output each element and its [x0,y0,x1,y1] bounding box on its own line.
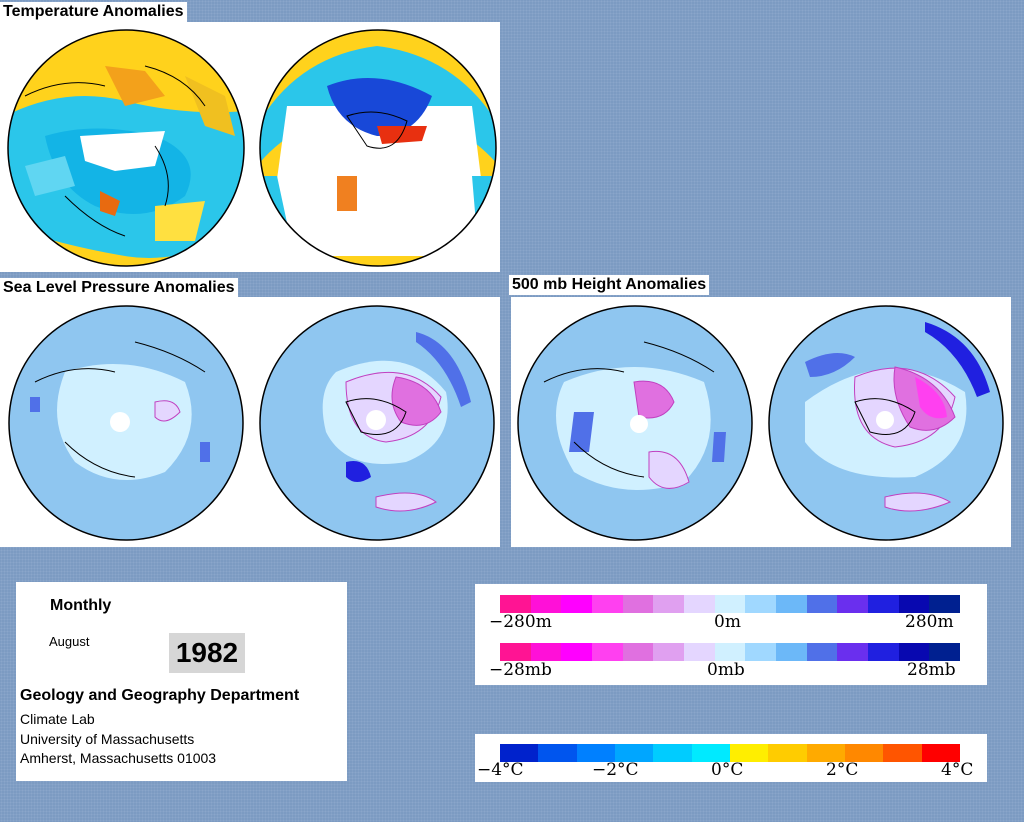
height-scale-swatch [530,595,562,613]
slp-title: Sea Level Pressure Anomalies [0,278,238,298]
height-scale-swatch [837,595,869,613]
address-label: Amherst, Massachusetts 01003 [20,750,217,766]
period-label: Monthly [50,597,112,614]
height-tick-left: −280m [489,612,552,632]
height-scale-swatch [745,595,777,613]
temperature-scale-swatch [883,744,922,762]
temperature-scale-swatch [768,744,807,762]
height-scale-swatch [714,595,746,613]
temperature-scale-swatch [614,744,654,762]
temperature-scale-swatch [500,744,539,762]
temperature-scale-swatch [691,744,730,762]
pressure-scale-swatch [776,643,807,661]
height-scale-swatch [500,595,531,613]
height-scale-swatch [898,595,930,613]
pressure-scale-swatch [500,643,531,661]
temperature-globe-south [259,29,497,267]
info-box: Monthly August 1982 Geology and Geograph… [16,582,347,781]
slp-globe-north [8,305,244,541]
department-label: Geology and Geography Department [20,687,300,704]
temperature-scale-swatch [538,744,577,762]
year-label: 1982 [169,633,245,673]
height-globe-north [517,305,753,541]
pressure-scale-swatch [929,643,961,661]
pressure-scale-swatch [653,643,685,661]
height-scale-swatch [622,595,654,613]
pressure-scale-swatch [561,643,593,661]
height-scale-swatch [592,595,623,613]
temperature-scale-swatch [729,744,769,762]
height-scale-swatch [806,595,838,613]
temperature-tick-4: 4°C [941,760,974,780]
temperature-tick-0: −4°C [477,760,524,780]
temperature-scale-swatch [576,744,615,762]
pressure-scale-swatch [530,643,562,661]
month-label: August [49,634,90,649]
height-scale-swatch [653,595,685,613]
height-scale-swatch [868,595,899,613]
pressure-tick-right: 28mb [907,660,956,680]
slp-globe-south [259,305,495,541]
height-title: 500 mb Height Anomalies [509,275,710,295]
pressure-tick-center: 0mb [707,660,745,680]
pressure-scale-swatch [837,643,869,661]
pressure-scale-swatch [684,643,715,661]
temperature-tick-3: 2°C [826,760,859,780]
pressure-scale-swatch [898,643,930,661]
pressure-color-scale [500,643,961,661]
temperature-tick-2: 0°C [711,760,744,780]
pressure-scale-swatch [806,643,838,661]
height-tick-right: 280m [905,612,954,632]
temperature-scale-swatch [653,744,692,762]
height-scale-swatch [776,595,807,613]
height-scale-swatch [929,595,961,613]
height-globe-south [768,305,1004,541]
temperature-scale-swatch [921,744,960,762]
temperature-title: Temperature Anomalies [0,2,187,22]
height-color-scale [500,595,961,613]
temperature-scale-swatch [844,744,884,762]
height-scale-swatch [561,595,593,613]
pressure-scale-swatch [622,643,654,661]
pressure-scale-swatch [714,643,746,661]
lab-label: Climate Lab [20,711,95,727]
height-tick-center: 0m [714,612,741,632]
temperature-globe-north [7,29,245,267]
pressure-scale-swatch [868,643,899,661]
university-label: University of Massachusetts [20,731,195,747]
temperature-color-scale [500,744,960,762]
pressure-tick-left: −28mb [489,660,552,680]
temperature-scale-swatch [806,744,845,762]
temperature-tick-1: −2°C [592,760,639,780]
pressure-scale-swatch [592,643,623,661]
height-scale-swatch [684,595,715,613]
pressure-scale-swatch [745,643,777,661]
